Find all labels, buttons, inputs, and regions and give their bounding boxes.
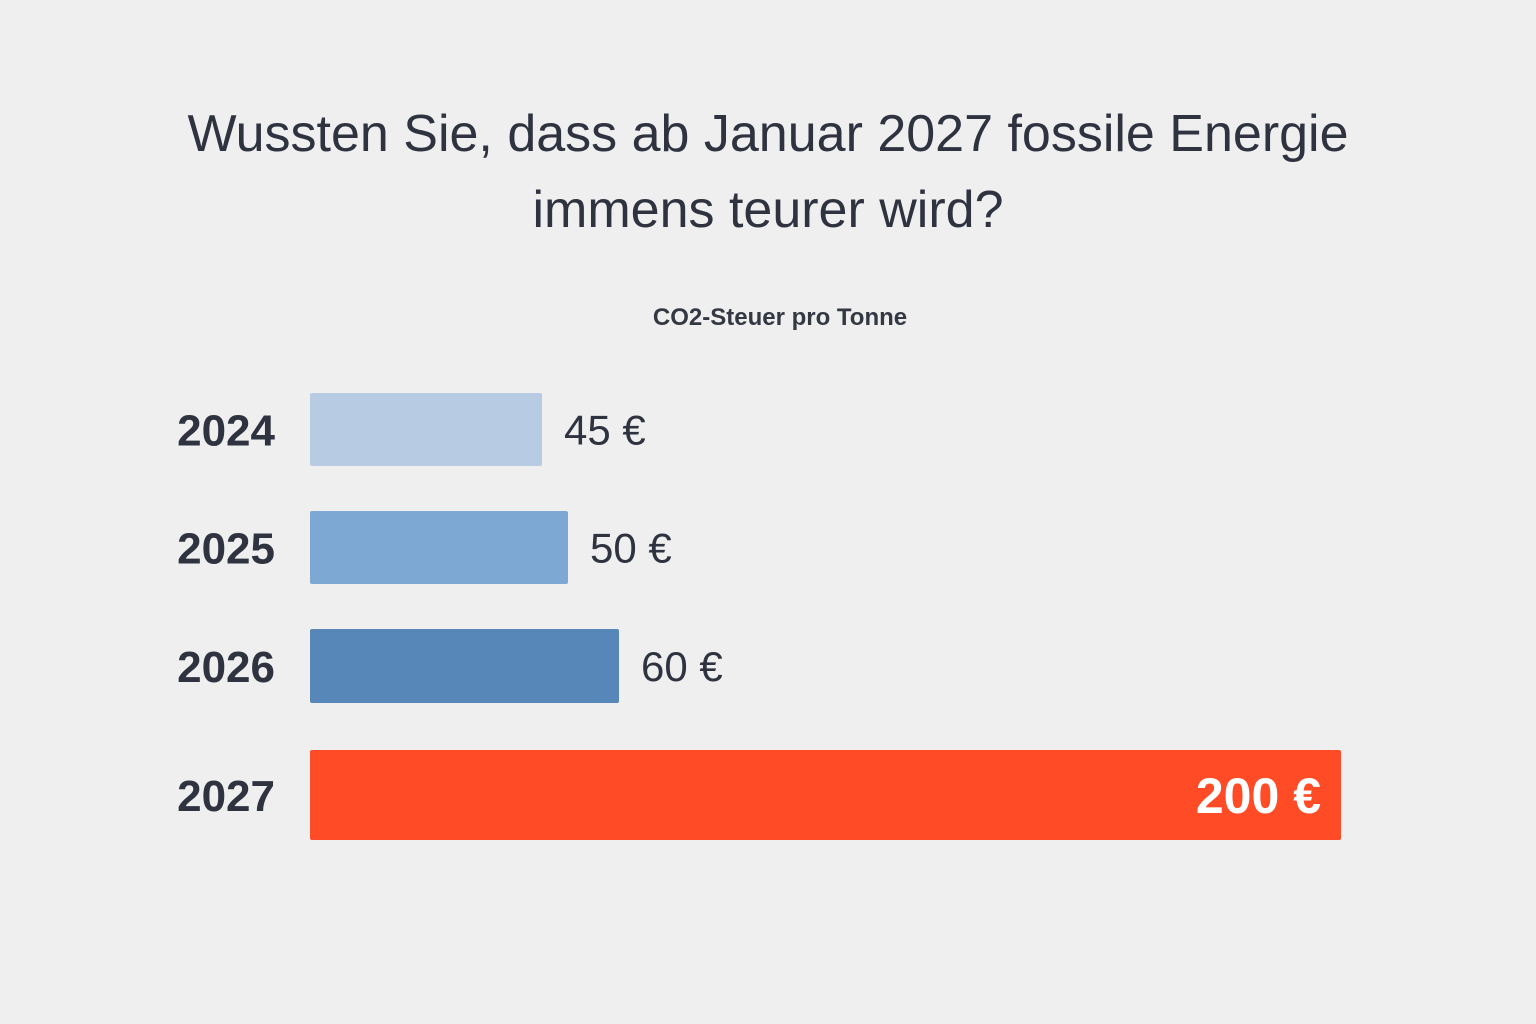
category-label-2024: 2024 (177, 407, 275, 456)
bar-2024 (310, 393, 542, 466)
value-label-2026: 60 € (641, 643, 723, 690)
category-label-2026: 2026 (177, 643, 275, 692)
value-label-2025: 50 € (590, 525, 672, 572)
bar-row-2026: 2026 60 € (177, 629, 723, 703)
headline-line-2: immens teurer wird? (532, 181, 1004, 239)
headline-line-1: Wussten Sie, dass ab Januar 2027 fossile… (187, 105, 1349, 163)
value-label-2027: 200 € (1196, 768, 1321, 824)
chart-title: CO2-Steuer pro Tonne (652, 304, 908, 331)
bar-row-2025: 2025 50 € (177, 511, 672, 584)
bar-2025 (310, 511, 568, 584)
category-label-2025: 2025 (177, 525, 275, 574)
headline: Wussten Sie, dass ab Januar 2027 fossile… (0, 96, 1536, 248)
bar-row-2024: 2024 45 € (177, 393, 646, 466)
bar-2027 (310, 750, 1341, 840)
bar-2026 (310, 629, 619, 703)
value-label-2024: 45 € (564, 407, 646, 454)
category-label-2027: 2027 (177, 772, 275, 821)
bar-row-2027: 2027 200 € (177, 750, 1341, 840)
